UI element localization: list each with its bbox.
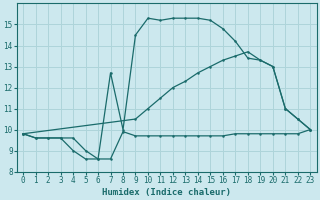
X-axis label: Humidex (Indice chaleur): Humidex (Indice chaleur): [102, 188, 231, 197]
